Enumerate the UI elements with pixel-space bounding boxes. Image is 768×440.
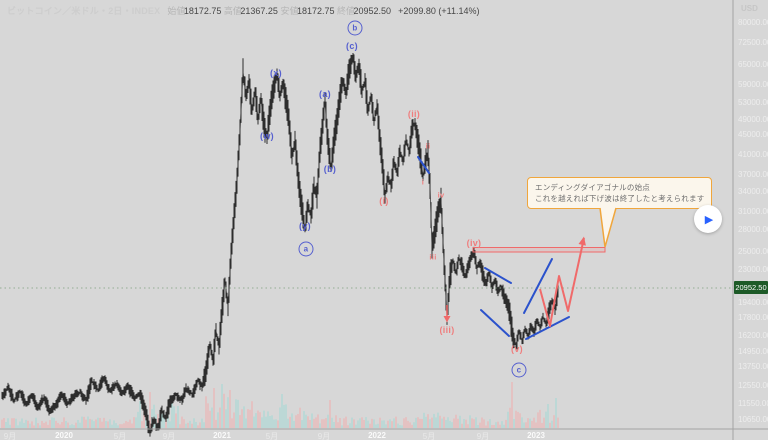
annotation-callout[interactable]: エンディングダイアゴナルの始点 これを越えれば下げ波は終了したと考えられます (527, 177, 713, 209)
ohlc-value: 20952.50 (351, 6, 392, 16)
price-axis-label: 31000.00 (738, 207, 768, 216)
price-axis-label: 23000.00 (738, 265, 768, 274)
callout-pointer (599, 207, 617, 248)
resistance-band[interactable] (472, 247, 606, 253)
annotation-line1: エンディングダイアゴナルの始点 (535, 183, 650, 192)
ohlc-value: 18172.75 (181, 6, 224, 16)
wave-label-i: (i) (379, 196, 389, 206)
ohlc-label: 始値 (167, 6, 186, 16)
price-axis-label: 34000.00 (738, 187, 768, 196)
ohlc-values: 始値 18172.75 高値 21367.25 安値 18172.75 終値 2… (167, 4, 391, 17)
price-axis-unit: USD (741, 4, 758, 13)
ohlc-value: 18172.75 (294, 6, 337, 16)
symbol-title: ビットコイン／米ドル・2日・INDEX (7, 6, 161, 16)
price-axis-label: 25000.00 (738, 247, 768, 256)
blue-trendline[interactable] (480, 309, 510, 337)
blue-trendline[interactable] (523, 258, 553, 314)
time-axis-label: 9月 (3, 432, 17, 440)
time-axis-label: 9月 (476, 432, 490, 440)
wave-label-b: b (347, 20, 363, 36)
time-axis-label: 2020 (55, 431, 73, 440)
price-axis-label: 53000.00 (738, 98, 768, 107)
price-series (1, 52, 559, 437)
price-axis-label: 16200.00 (738, 331, 768, 340)
price-axis-label: 12550.00 (738, 381, 768, 390)
wave-label-w: (w) (260, 131, 274, 141)
up-arrowhead-icon (578, 236, 586, 246)
drawings (417, 156, 617, 340)
time-axis-label: 2023 (527, 431, 545, 440)
price-axis-label: 80000.00 (738, 18, 768, 27)
wave-label-c: (c) (346, 41, 358, 51)
time-axis-label: 2022 (368, 431, 386, 440)
wave-label-iv: (iv) (466, 238, 482, 248)
volume-bars (1, 382, 559, 428)
price-axis-label: 72500.00 (738, 38, 768, 47)
wave-label-a: (a) (319, 89, 331, 99)
wave-label-iii: iii (429, 252, 437, 262)
price-axis-label: 49000.00 (738, 115, 768, 124)
annotation-line2: これを越えれば下げ波は終了したと考えられます (535, 194, 705, 203)
time-axis-label: 5月 (265, 432, 279, 440)
blue-trendline[interactable] (484, 267, 512, 284)
ohlc-value: 21367.25 (237, 6, 281, 16)
change-value: +2099.80 (+11.14%) (398, 5, 480, 16)
wave-label-c: c (511, 362, 527, 378)
price-axis-label: 28000.00 (738, 225, 768, 234)
ohlc-label: 安値 (280, 6, 299, 16)
price-axis-label: 11550.00 (738, 399, 768, 408)
price-axis-label: 17800.00 (738, 313, 768, 322)
blue-trendline[interactable] (417, 156, 430, 174)
wave-label-ii: (ii) (407, 109, 421, 119)
ohlc-label: 終値 (337, 6, 356, 16)
time-axis-label: 2021 (213, 431, 231, 440)
price-axis-label: 37000.00 (738, 170, 768, 179)
price-axis-label: 10650.00 (738, 415, 768, 424)
time-axis-label: 9月 (317, 432, 331, 440)
blue-trendline[interactable] (525, 316, 570, 340)
price-axis-label: 59000.00 (738, 80, 768, 89)
wave-label-y: (y) (299, 221, 311, 231)
price-axis-label: 19400.00 (738, 298, 768, 307)
down-arrowhead-icon (443, 316, 451, 323)
ohlc-header: ビットコイン／米ドル・2日・INDEX 始値 18172.75 高値 21367… (7, 4, 479, 17)
current-price-badge: 20952.50 (734, 281, 768, 294)
price-axis-label: 13750.00 (738, 362, 768, 371)
price-axis-label: 45000.00 (738, 130, 768, 139)
wave-label-iii: (iii) (439, 325, 455, 335)
wave-label-a: a (298, 241, 314, 257)
wave-label-i: i (421, 177, 425, 187)
wave-label-ii: ii (425, 141, 431, 151)
wave-label-iv: iv (437, 190, 445, 200)
wave-label-b: (b) (323, 164, 337, 174)
price-axis-label: 65000.00 (738, 60, 768, 69)
play-icon: ▶ (704, 213, 714, 226)
ohlc-label: 高値 (223, 6, 242, 16)
time-axis-label: 9月 (162, 432, 176, 440)
play-button[interactable]: ▶ (694, 205, 722, 233)
time-axis-label: 5月 (422, 432, 436, 440)
price-axis-label: 41000.00 (738, 150, 768, 159)
price-axis-label: 14950.00 (738, 347, 768, 356)
projected-path-zigzag[interactable] (539, 237, 585, 327)
wave-label-x: (x) (270, 68, 282, 78)
wave-label-v: (v) (511, 344, 523, 354)
time-axis-label: 5月 (113, 432, 127, 440)
